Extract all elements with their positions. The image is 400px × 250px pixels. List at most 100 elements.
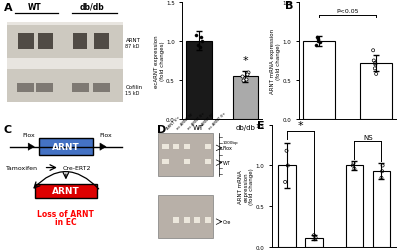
- Point: [282, 180, 288, 184]
- Point: [243, 77, 249, 81]
- Text: ec-ARNT f/+: ec-ARNT f/+: [187, 111, 206, 130]
- Bar: [73, 34, 87, 50]
- Bar: [373, 172, 390, 248]
- Polygon shape: [28, 143, 34, 151]
- Bar: [346, 166, 363, 248]
- Text: Flox: Flox: [99, 132, 112, 137]
- Bar: [205, 218, 211, 223]
- Point: [313, 36, 320, 40]
- Point: [317, 41, 324, 45]
- Point: [240, 79, 246, 83]
- Text: Cre: Cre: [223, 219, 231, 224]
- Bar: [7, 22, 123, 102]
- Text: A: A: [4, 2, 13, 12]
- Text: *: *: [298, 121, 303, 131]
- Text: *: *: [242, 56, 248, 66]
- Point: [372, 67, 378, 71]
- Point: [239, 75, 245, 79]
- Point: [379, 164, 386, 168]
- FancyBboxPatch shape: [39, 138, 93, 156]
- Bar: [162, 144, 169, 150]
- Text: in EC: in EC: [55, 217, 77, 226]
- Bar: [158, 195, 213, 238]
- Text: Flox: Flox: [22, 132, 35, 137]
- Bar: [94, 34, 108, 50]
- Point: [283, 149, 290, 153]
- Text: db/db: db/db: [79, 2, 104, 12]
- Text: Loss of ARNT: Loss of ARNT: [38, 209, 94, 218]
- Bar: [305, 238, 323, 248]
- Bar: [7, 26, 123, 59]
- Point: [193, 34, 200, 38]
- Bar: [205, 144, 211, 150]
- Bar: [38, 34, 54, 50]
- Bar: [184, 144, 190, 150]
- Text: 1000bp: 1000bp: [223, 140, 239, 144]
- Text: WT: WT: [223, 160, 231, 166]
- Bar: [184, 218, 190, 223]
- Point: [373, 72, 379, 76]
- Text: Cofilin: Cofilin: [126, 84, 143, 89]
- Bar: [7, 70, 123, 102]
- Point: [312, 237, 318, 241]
- Point: [195, 44, 201, 48]
- Bar: [194, 218, 200, 223]
- Text: ec-ARNT f/f: ec-ARNT f/f: [197, 112, 215, 130]
- Point: [312, 236, 319, 240]
- Text: D: D: [157, 125, 166, 135]
- Bar: [36, 84, 54, 93]
- Text: WT: WT: [28, 2, 42, 12]
- Text: ec-ARNT f/+: ec-ARNT f/+: [208, 111, 227, 130]
- Text: Tamoxifen: Tamoxifen: [6, 166, 38, 170]
- Point: [378, 176, 385, 180]
- Bar: [184, 159, 190, 164]
- Text: ARNT f/+: ARNT f/+: [166, 115, 181, 130]
- Point: [379, 170, 385, 173]
- Bar: [360, 64, 392, 120]
- Text: ARNT: ARNT: [126, 38, 140, 43]
- Point: [351, 167, 358, 171]
- Point: [372, 62, 378, 66]
- Point: [370, 59, 377, 63]
- Bar: [232, 77, 258, 120]
- Text: ARNT: ARNT: [52, 142, 80, 152]
- Point: [244, 72, 250, 76]
- Bar: [162, 159, 169, 164]
- Bar: [173, 144, 179, 150]
- Point: [197, 36, 204, 40]
- Bar: [173, 218, 179, 223]
- Text: 87 kD: 87 kD: [126, 44, 140, 49]
- Point: [312, 44, 319, 48]
- Bar: [93, 84, 110, 93]
- Text: P<0.05: P<0.05: [336, 9, 359, 14]
- Point: [315, 40, 322, 44]
- Point: [314, 38, 321, 42]
- Bar: [278, 166, 296, 248]
- FancyBboxPatch shape: [35, 184, 97, 198]
- Text: E: E: [257, 121, 265, 131]
- Text: B: B: [285, 1, 293, 11]
- Point: [350, 162, 357, 166]
- Point: [372, 63, 378, 67]
- Y-axis label: ARNT mRNA
expression
(fold change): ARNT mRNA expression (fold change): [238, 168, 254, 204]
- Bar: [186, 42, 212, 120]
- Bar: [17, 84, 34, 93]
- Bar: [205, 159, 211, 164]
- Point: [311, 233, 317, 237]
- Polygon shape: [100, 143, 106, 151]
- Point: [370, 49, 376, 53]
- Point: [199, 40, 205, 44]
- Bar: [303, 42, 335, 120]
- Text: Cre-ERT2: Cre-ERT2: [62, 166, 91, 170]
- Bar: [18, 34, 34, 50]
- Y-axis label: ecARNT expression
(fold changes): ecARNT expression (fold changes): [154, 35, 164, 88]
- Text: C: C: [4, 125, 12, 135]
- Point: [245, 71, 251, 75]
- Text: NS: NS: [363, 134, 373, 140]
- Bar: [72, 84, 89, 93]
- Point: [285, 164, 291, 168]
- Text: ARNT: ARNT: [52, 187, 80, 196]
- Text: 15 kD: 15 kD: [126, 90, 140, 96]
- Point: [350, 164, 356, 168]
- Text: ec-ARNT f/f: ec-ARNT f/f: [176, 112, 194, 130]
